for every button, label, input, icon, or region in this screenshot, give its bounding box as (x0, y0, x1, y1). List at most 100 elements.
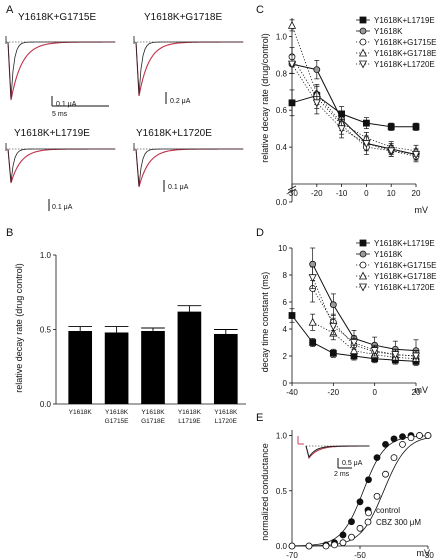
c-xlabel: mV (415, 205, 429, 215)
c-legend-marker-3 (358, 48, 368, 57)
b-bar-4 (213, 333, 238, 404)
c-legend-4: Y1618K+G1718E (374, 49, 437, 58)
e-series-1-point-8 (373, 492, 381, 500)
trace-4-drug-curve (135, 148, 243, 188)
d-series-4-point-5 (411, 352, 421, 361)
b-xtick-label-3-0: Y1618K (178, 409, 202, 416)
trace-1-scale-y-label: 0.1 μA (56, 101, 77, 108)
c-ytick-label-1: 0.4 (276, 143, 288, 152)
c-series-3-line (291, 25, 417, 152)
d-legend-5: Y1618K+L1720E (374, 283, 435, 292)
d-series-0-point-2 (329, 349, 337, 357)
d-legend-marker-1 (359, 250, 367, 258)
trace-3-scale-y-label: 0.1 μA (52, 204, 73, 211)
e-fit-curve-1 (292, 437, 429, 547)
trace-4-scale-y-label: 0.1 μA (168, 184, 189, 191)
c-series-0-point-4 (387, 123, 395, 131)
d-xtick-label-1: -20 (328, 388, 340, 397)
b-ytick-label-1: 0.5 (40, 326, 52, 335)
d-series-0-point-0 (288, 312, 296, 319)
c-xtick-label-3: 0 (364, 189, 369, 198)
d-xtick-label-2: 0 (372, 388, 377, 397)
c-ytick-label-4: 1.0 (276, 32, 288, 41)
c-series-4-point-2 (337, 125, 346, 134)
b-xtick-label-2-1: G1718E (141, 418, 166, 425)
b-ytick-label-2: 1.0 (40, 251, 52, 260)
e-series-1-point-3 (331, 541, 338, 549)
e-series-1-point-2 (322, 542, 330, 550)
e-xtick-label-2: -30 (422, 551, 434, 560)
d-series-3-line (312, 321, 417, 360)
d-legend-2: Y1618K (374, 250, 403, 259)
d-ytick-label-1: 2 (283, 352, 288, 361)
d-series-4-point-4 (391, 351, 400, 360)
e-ytick-label-1: 0.5 (276, 487, 288, 496)
e-series-0-point-6 (356, 498, 364, 506)
b-bar-2 (141, 330, 165, 404)
panel-label-b: B (6, 227, 13, 239)
d-legend-marker-0 (359, 239, 367, 247)
d-legend-marker-2 (359, 261, 367, 269)
trace-3-drug-curve (7, 148, 115, 184)
d-legend-marker-3 (358, 271, 368, 280)
e-series-1-point-1 (305, 542, 313, 550)
b-xtick-label-3-1: L1719E (178, 418, 201, 425)
d-series-4-point-0 (308, 274, 317, 283)
d-series-4-line (312, 277, 417, 357)
e-series-1-point-11 (399, 440, 406, 448)
e-series-1-point-10 (390, 454, 398, 462)
d-ytick-label-5: 10 (278, 244, 287, 253)
e-series-1-point-6 (356, 524, 364, 532)
e-xtick-label-0: -70 (286, 551, 298, 560)
d-series-4-point-2 (349, 339, 359, 347)
d-xtick-label-0: -40 (286, 388, 298, 397)
e-legend-1: control (376, 506, 400, 515)
e-series-1-point-12 (407, 434, 415, 442)
d-legend-1: Y1618K+L1719E (374, 239, 435, 248)
c-legend-1: Y1618K+L1719E (374, 16, 435, 25)
e-ytick-label-2: 1.0 (276, 432, 288, 441)
d-series-0-point-1 (309, 339, 317, 346)
c-ytick-label-2: 0.6 (276, 106, 288, 115)
c-legend-marker-1 (359, 27, 367, 35)
e-series-1-point-14 (424, 432, 432, 439)
b-bar-3 (177, 311, 202, 404)
d-ytick-label-3: 6 (283, 298, 288, 307)
d-xtick-label-3: 20 (412, 388, 421, 397)
b-xtick-label-1-0: Y1618K (105, 409, 129, 416)
c-legend-marker-2 (359, 38, 367, 46)
d-xlabel: mV (415, 385, 429, 395)
c-series-1-line (291, 63, 417, 155)
d-ytick-label-0: 0 (283, 379, 288, 388)
b-xtick-label-4-1: L1720E (215, 418, 238, 425)
c-xtick-label-1: -20 (311, 189, 323, 198)
e-series-1-point-13 (416, 432, 423, 439)
d-series-3-point-2 (349, 346, 359, 355)
e-legend-marker-1 (364, 518, 372, 526)
e-series-0-point-8 (373, 454, 381, 462)
trace-4-control-curve (135, 148, 243, 186)
e-inset-control-trace (305, 445, 369, 459)
trace-title-4: Y1618K+L1720E (136, 128, 212, 139)
d-series-4-point-3 (370, 347, 379, 356)
c-series-0-point-3 (362, 119, 370, 127)
c-series-0-point-0 (288, 99, 296, 107)
b-xtick-label-2-0: Y1618K (141, 409, 165, 416)
d-series-4-point-1 (329, 322, 338, 331)
e-series-0-point-9 (382, 440, 389, 448)
d-series-2-line (312, 288, 417, 357)
e-xtick-label-1: -50 (354, 551, 366, 560)
trace-title-3: Y1618K+L1719E (14, 128, 90, 139)
b-ytick-label-0: 0.0 (40, 400, 52, 409)
c-series-4-point-5 (411, 151, 421, 159)
e-series-0-point-10 (390, 435, 398, 443)
c-legend-marker-0 (359, 16, 367, 24)
c-xtick-label-4: 10 (387, 189, 396, 198)
d-legend-4: Y1618K+G1718E (374, 272, 437, 281)
e-series-1-point-0 (288, 542, 296, 550)
e-inset-drug-trace (305, 445, 369, 460)
trace-2-drug-curve (135, 41, 243, 97)
trace-title-2: Y1618K+G1718E (144, 12, 222, 23)
d-legend-3: Y1618K+G1715E (374, 261, 437, 270)
